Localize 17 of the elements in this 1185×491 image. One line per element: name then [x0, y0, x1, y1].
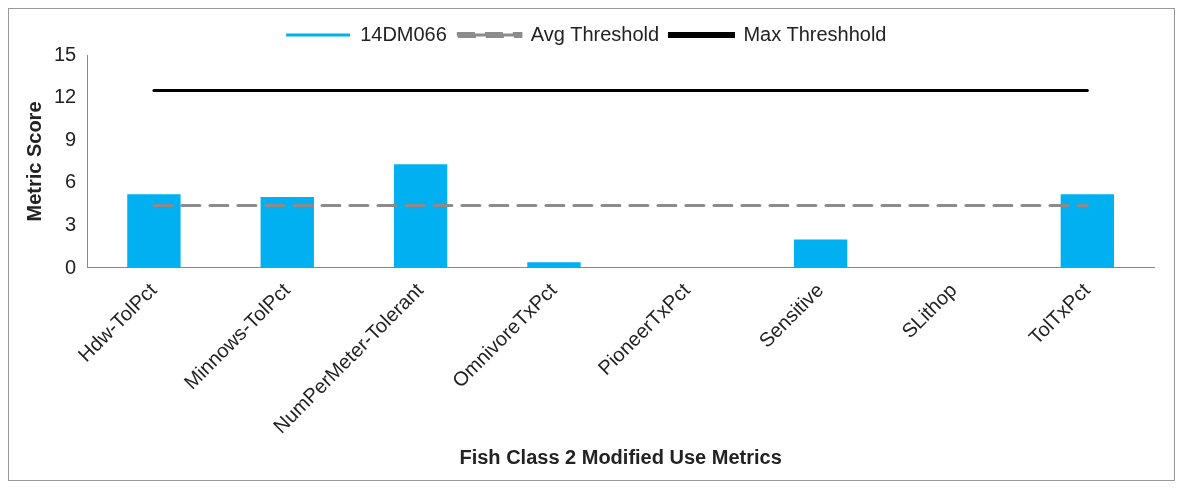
- bar: [793, 239, 848, 268]
- y-tick-label: 0: [65, 255, 77, 278]
- x-axis-title: Fish Class 2 Modified Use Metrics: [459, 445, 782, 468]
- legend-label: 14DM066: [360, 22, 447, 45]
- y-tick-label: 15: [54, 42, 77, 65]
- y-tick-label: 9: [65, 127, 77, 150]
- bar: [527, 262, 581, 268]
- legend-label: Max Threshhold: [743, 22, 887, 45]
- y-tick-label: 3: [65, 212, 77, 235]
- bar: [1060, 194, 1114, 268]
- legend-label: Avg Threshold: [530, 22, 660, 45]
- y-tick-label: 12: [54, 85, 77, 108]
- y-tick-label: 6: [65, 170, 77, 193]
- bar: [393, 164, 448, 268]
- bar: [260, 197, 314, 268]
- bar: [127, 194, 181, 268]
- y-axis-title: Metric Score: [22, 101, 45, 222]
